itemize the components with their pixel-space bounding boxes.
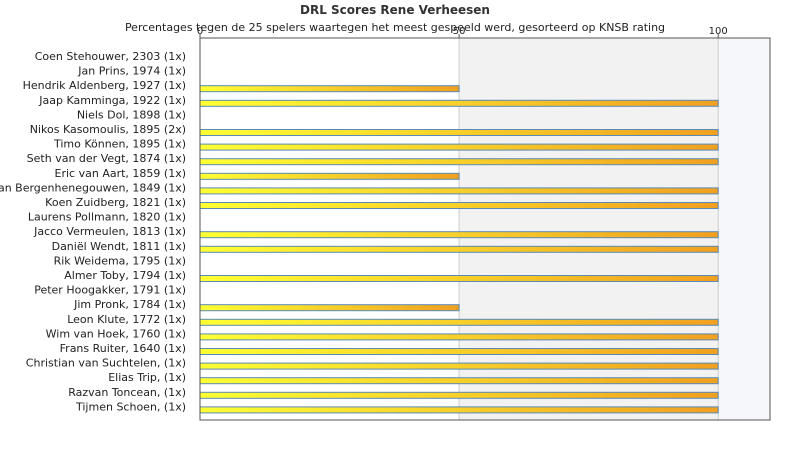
category-label: Koen Zuidberg, 1821 (1x) [45, 196, 186, 209]
bar [199, 143, 719, 151]
category-label: Nikos Kasomoulis, 1895 (2x) [30, 123, 186, 136]
bar [199, 129, 719, 136]
bar [199, 187, 719, 195]
bar [199, 318, 719, 326]
category-label: Leon Klute, 1772 (1x) [67, 313, 186, 326]
bar [199, 202, 719, 209]
bar [199, 275, 719, 282]
bar [199, 245, 719, 253]
bar [199, 85, 460, 93]
category-label: Timo Können, 1895 (1x) [53, 138, 186, 151]
band-100-end [718, 38, 770, 420]
bar [199, 158, 719, 166]
category-label: Jacco Vermeulen, 1813 (1x) [33, 225, 186, 238]
bar [199, 333, 719, 341]
category-label: Wim van Hoek, 1760 (1x) [46, 327, 186, 340]
category-label: Jan Prins, 1974 (1x) [77, 65, 186, 78]
plot-frame [199, 37, 771, 421]
bar [199, 391, 719, 399]
category-label: Elias Trip, (1x) [108, 371, 186, 384]
category-label: Peter Hoogakker, 1791 (1x) [34, 284, 186, 297]
bar [199, 172, 460, 180]
category-label: Jan van Bergenhenegouwen, 1849 (1x) [0, 181, 186, 194]
bar [199, 304, 460, 312]
category-label: Tijmen Schoen, (1x) [75, 400, 186, 413]
category-label: Seth van der Vegt, 1874 (1x) [27, 152, 186, 165]
x-tick-label: 0 [197, 26, 203, 37]
chart-subtitle: Percentages tegen de 25 spelers waartege… [124, 21, 666, 34]
category-labels: Coen Stehouwer, 2303 (1x) Jan Prins, 1974… [0, 50, 186, 413]
category-label: Christian van Suchtelen, (1x) [26, 357, 186, 370]
bar [199, 348, 719, 355]
category-label: Niels Dol, 1898 (1x) [77, 108, 186, 121]
bar [199, 362, 719, 370]
x-tick-label: 100 [709, 26, 728, 37]
bars [199, 85, 719, 414]
bar [199, 231, 719, 239]
bar [199, 406, 719, 414]
category-label: Coen Stehouwer, 2303 (1x) [35, 50, 186, 63]
category-label: Daniël Wendt, 1811 (1x) [52, 240, 186, 253]
category-label: Hendrik Aldenberg, 1927 (1x) [23, 79, 186, 92]
category-label: Jim Pronk, 1784 (1x) [73, 298, 186, 311]
category-label: Almer Toby, 1794 (1x) [64, 269, 186, 282]
bar [199, 99, 719, 107]
chart-title: DRL Scores Rene Verheesen [300, 3, 490, 17]
bar [199, 377, 719, 385]
category-label: Rik Weidema, 1795 (1x) [54, 254, 186, 267]
category-label: Frans Ruiter, 1640 (1x) [60, 342, 186, 355]
category-label: Eric van Aart, 1859 (1x) [55, 167, 186, 180]
x-tick-labels: 0 50 100 [197, 26, 728, 37]
x-tick-label: 50 [453, 26, 466, 37]
category-label: Razvan Toncean, (1x) [68, 386, 186, 399]
category-label: Laurens Pollmann, 1820 (1x) [28, 211, 186, 224]
category-label: Jaap Kamminga, 1922 (1x) [38, 94, 186, 107]
